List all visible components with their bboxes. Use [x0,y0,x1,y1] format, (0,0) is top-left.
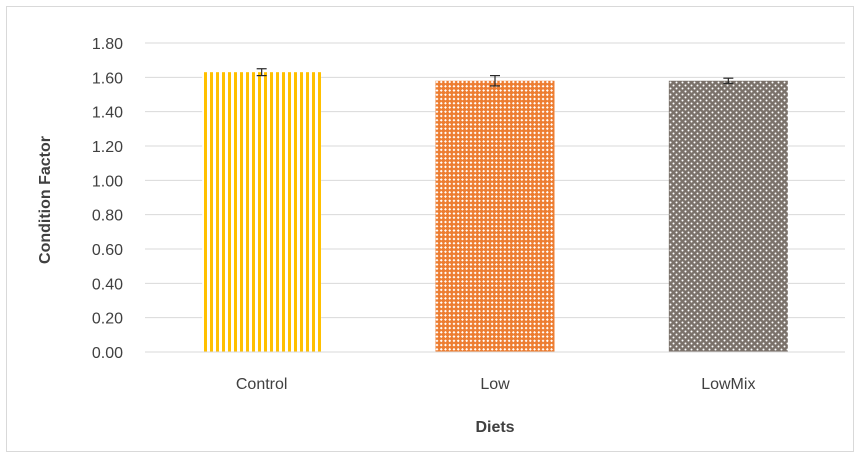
error-bar-low [490,75,500,87]
y-tick-label: 1.60 [92,70,123,87]
y-tick-label: 0.00 [92,345,123,362]
y-tick-label: 1.40 [92,105,123,122]
x-tick-label: Low [480,376,510,393]
x-tick-label: Control [236,376,288,393]
bar-lowmix [668,80,788,353]
bar-low [435,80,555,353]
x-tick-label: LowMix [701,376,755,393]
y-tick-label: 0.40 [92,276,123,293]
y-axis-title: Condition Factor [37,136,54,264]
y-tick-label: 0.80 [92,208,123,225]
y-tick-label: 1.20 [92,139,123,156]
bar-control [202,72,322,352]
error-bar-control [256,68,267,77]
y-tick-label: 1.80 [92,36,123,53]
x-axis-title: Diets [475,419,514,436]
y-tick-label: 1.00 [92,173,123,190]
y-tick-label: 0.20 [92,311,123,328]
error-bar-lowmix [723,77,734,84]
y-tick-label: 0.60 [92,242,123,259]
